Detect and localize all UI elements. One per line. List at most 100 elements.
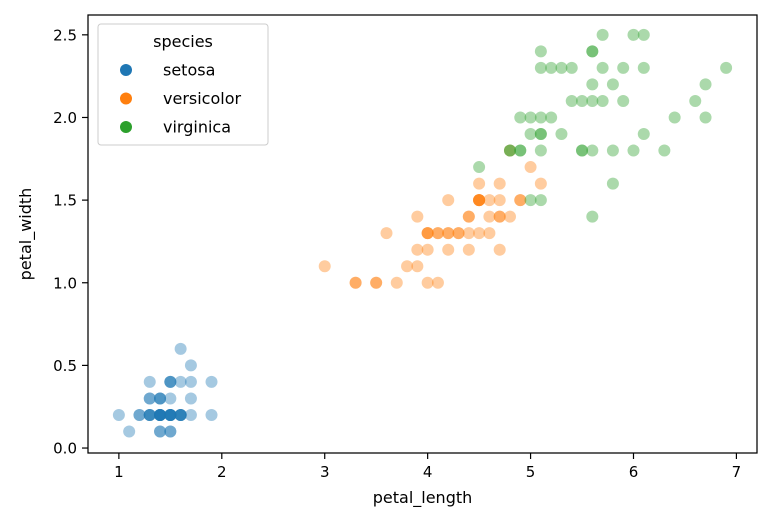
data-point-virginica-3: [586, 144, 599, 157]
data-point-setosa-48: [164, 408, 177, 421]
data-point-versicolor-31: [390, 276, 403, 289]
y-tick-label: 2.0: [53, 109, 77, 127]
data-point-setosa-36: [143, 408, 156, 421]
data-point-virginica-40: [586, 45, 599, 58]
legend-marker-virginica: [120, 121, 132, 133]
data-point-virginica-2: [617, 94, 630, 107]
data-point-setosa-19: [164, 392, 177, 405]
data-point-versicolor-21: [421, 227, 434, 240]
data-point-setosa-12: [154, 425, 167, 438]
data-point-setosa-7: [164, 408, 177, 421]
data-point-virginica-23: [514, 144, 527, 157]
legend-label-setosa: setosa: [163, 61, 215, 80]
y-tick-label: 1.0: [53, 274, 77, 292]
data-point-setosa-29: [174, 408, 187, 421]
data-point-setosa-34: [164, 408, 177, 421]
data-point-versicolor-24: [452, 227, 465, 240]
data-point-versicolor-6: [493, 177, 506, 190]
x-axis: 1 2 3 4 5 6 7: [114, 453, 741, 481]
data-point-versicolor-36: [493, 194, 506, 207]
data-point-versicolor-44: [442, 227, 455, 240]
x-tick-label: 1: [114, 463, 124, 481]
data-point-versicolor-2: [514, 194, 527, 207]
data-point-virginica-21: [514, 111, 527, 124]
data-point-virginica-11: [555, 128, 568, 140]
data-point-virginica-12: [576, 94, 589, 107]
data-point-virginica-31: [668, 111, 681, 124]
data-point-versicolor-20: [503, 144, 516, 157]
data-point-setosa-16: [143, 375, 156, 388]
data-point-versicolor-48: [318, 260, 331, 273]
data-point-setosa-47: [154, 408, 167, 421]
data-point-setosa-11: [174, 408, 187, 421]
data-point-setosa-33: [154, 408, 167, 421]
y-axis: 0.0 0.5 1.0 1.5 2.0 2.5: [53, 26, 88, 458]
data-point-versicolor-42: [421, 243, 434, 256]
data-point-setosa-38: [143, 408, 156, 421]
data-point-versicolor-19: [411, 260, 424, 273]
data-point-setosa-31: [164, 375, 177, 388]
data-point-virginica-35: [637, 61, 650, 74]
data-point-setosa-25: [174, 408, 187, 421]
data-point-versicolor-18: [473, 194, 486, 207]
data-point-versicolor-38: [431, 227, 444, 240]
data-point-versicolor-26: [503, 210, 516, 223]
data-point-versicolor-7: [349, 276, 362, 289]
data-point-versicolor-15: [462, 210, 475, 223]
data-point-versicolor-30: [401, 260, 414, 273]
data-point-versicolor-23: [493, 243, 506, 256]
plot-frame: [87, 14, 758, 454]
data-point-virginica-30: [637, 128, 650, 140]
data-point-versicolor-8: [483, 227, 496, 240]
data-point-virginica-17: [699, 78, 712, 91]
data-point-versicolor-35: [473, 177, 486, 190]
data-point-setosa-39: [164, 408, 177, 421]
legend-entries: setosa versicolor virginica: [120, 61, 241, 137]
data-point-setosa-3: [164, 408, 177, 421]
data-point-virginica-45: [545, 61, 558, 74]
data-point-setosa-21: [164, 375, 177, 388]
data-point-setosa-37: [154, 425, 167, 438]
data-point-virginica-13: [524, 111, 537, 124]
data-point-virginica-43: [617, 61, 630, 74]
data-point-versicolor-25: [462, 210, 475, 223]
y-tick-label: 0.0: [53, 440, 77, 458]
legend-box: [97, 23, 269, 146]
data-point-virginica-18: [720, 61, 733, 74]
data-point-setosa-4: [154, 408, 167, 421]
data-point-virginica-46: [524, 128, 537, 140]
data-point-versicolor-45: [442, 243, 455, 256]
data-point-setosa-23: [184, 359, 197, 372]
data-point-setosa-35: [133, 408, 146, 421]
data-point-versicolor-4: [483, 194, 496, 207]
data-point-versicolor-33: [534, 177, 547, 190]
data-point-versicolor-16: [473, 194, 486, 207]
data-point-virginica-22: [699, 111, 712, 124]
data-point-versicolor-3: [421, 227, 434, 240]
data-point-setosa-13: [123, 425, 136, 438]
data-point-setosa-32: [164, 425, 177, 438]
data-point-versicolor-47: [452, 227, 465, 240]
data-point-setosa-45: [154, 392, 167, 405]
data-point-setosa-30: [174, 408, 187, 421]
data-point-setosa-5: [184, 375, 197, 388]
data-point-virginica-41: [534, 61, 547, 74]
data-point-setosa-46: [174, 408, 187, 421]
data-point-virginica-42: [534, 128, 547, 140]
data-point-versicolor-12: [421, 276, 434, 289]
y-tick-label: 2.5: [53, 26, 77, 44]
data-point-setosa-44: [205, 375, 218, 388]
x-axis-label: petal_length: [373, 488, 473, 508]
data-point-versicolor-9: [411, 210, 424, 223]
data-point-virginica-25: [627, 144, 640, 157]
data-point-virginica-9: [637, 28, 650, 41]
data-point-setosa-18: [184, 392, 197, 405]
data-point-virginica-24: [596, 94, 609, 107]
data-point-setosa-10: [164, 408, 177, 421]
y-tick-label: 0.5: [53, 357, 77, 375]
data-point-versicolor-34: [473, 194, 486, 207]
data-point-versicolor-29: [370, 276, 383, 289]
data-point-versicolor-43: [349, 276, 362, 289]
data-point-versicolor-32: [411, 243, 424, 256]
